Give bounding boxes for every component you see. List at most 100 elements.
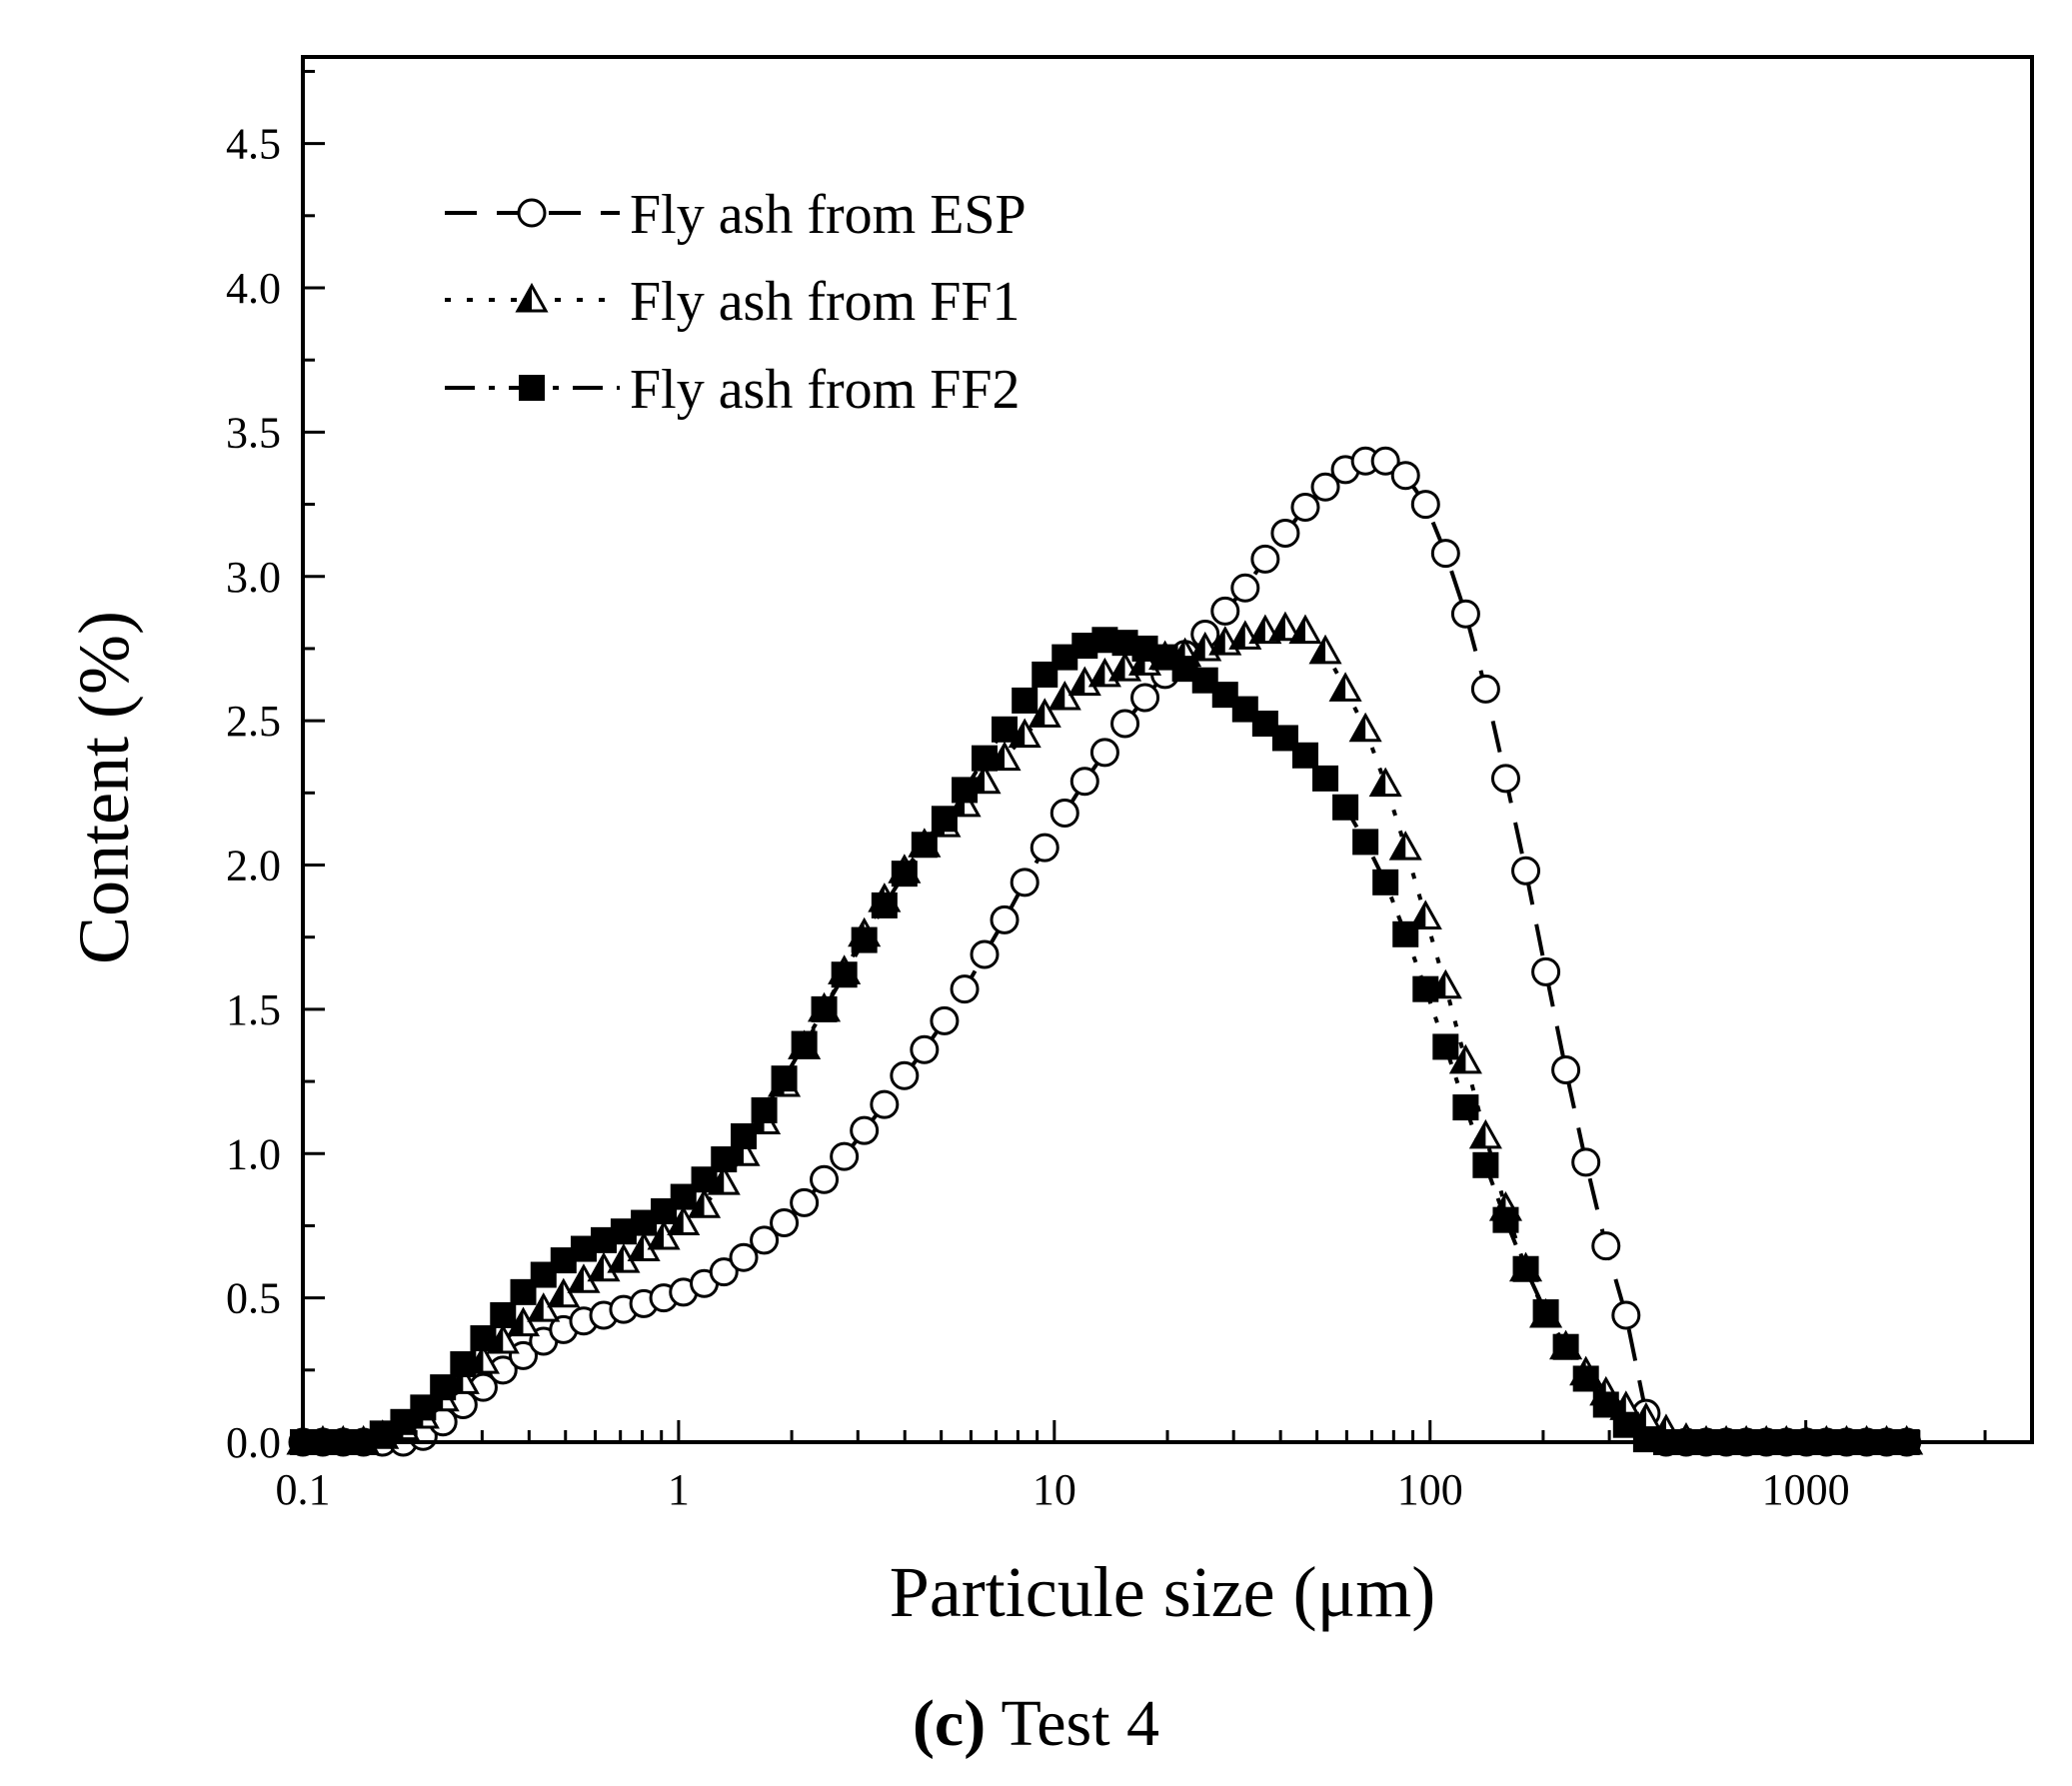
- data-point: [1290, 492, 1320, 522]
- data-point: [450, 1351, 477, 1378]
- data-point: [1328, 672, 1362, 702]
- data-point: [1392, 920, 1419, 947]
- data-point: [490, 1301, 517, 1328]
- data-point-fill: [1230, 623, 1245, 649]
- legend-entry-3: Fly ash from FF2: [445, 359, 1021, 421]
- data-point-fill: [1270, 614, 1285, 640]
- data-point-fill: [1391, 834, 1406, 860]
- data-point: [1049, 799, 1079, 829]
- data-point: [1210, 596, 1240, 626]
- x-axis-title: Particule size (μm): [890, 1552, 1435, 1632]
- data-point-fill: [569, 1266, 584, 1292]
- data-point: [850, 1115, 880, 1145]
- data-point: [1492, 1206, 1519, 1233]
- data-point: [1432, 1033, 1459, 1060]
- data-point: [1312, 765, 1339, 792]
- legend-entry-2: Fly ash from FF1: [445, 271, 1021, 333]
- data-point-fill: [1451, 1046, 1466, 1072]
- data-point: [1372, 869, 1399, 895]
- data-point: [791, 1030, 818, 1057]
- data-point: [1288, 614, 1322, 645]
- data-point: [1291, 742, 1318, 769]
- y-tick-label: 2.5: [226, 697, 281, 746]
- data-point: [1450, 599, 1480, 629]
- data-point: [711, 1146, 738, 1173]
- data-point-fill: [1070, 669, 1085, 695]
- data-point: [709, 1257, 739, 1287]
- data-point-fill: [1371, 770, 1386, 796]
- data-point: [1370, 446, 1400, 476]
- data-point: [970, 939, 1000, 969]
- data-point-fill: [609, 1246, 624, 1272]
- data-point: [1047, 680, 1081, 711]
- data-point: [1448, 1043, 1482, 1074]
- data-point: [751, 1096, 778, 1123]
- y-tick-label: 3.5: [226, 408, 281, 457]
- data-point-fill: [1110, 655, 1125, 681]
- legend-label: Fly ash from ESP: [630, 184, 1027, 246]
- data-point: [1552, 1333, 1579, 1360]
- data-point: [1028, 698, 1061, 728]
- y-tick-label: 2.0: [226, 842, 281, 891]
- x-tick-label: 1000: [1762, 1465, 1850, 1514]
- data-point-fill: [1250, 617, 1265, 643]
- legend-marker: [515, 282, 549, 313]
- y-tick-label: 1.0: [226, 1129, 281, 1178]
- y-tick-label: 0.5: [226, 1274, 281, 1323]
- data-point: [1352, 829, 1379, 856]
- data-point: [870, 1089, 900, 1119]
- data-point-fill: [1351, 715, 1366, 741]
- x-tick-label: 100: [1397, 1465, 1463, 1514]
- legend-marker: [517, 198, 547, 228]
- y-tick-label: 3.0: [226, 553, 281, 602]
- data-point: [1270, 518, 1300, 548]
- data-point: [911, 832, 938, 859]
- data-point: [1390, 461, 1420, 491]
- data-point: [891, 861, 918, 888]
- data-point: [1512, 1255, 1539, 1282]
- data-point: [729, 1242, 759, 1272]
- data-point: [527, 1292, 561, 1322]
- data-point: [1591, 1231, 1621, 1261]
- data-point: [1410, 490, 1440, 520]
- data-point: [790, 1187, 820, 1217]
- legend-entry-1: Fly ash from ESP: [445, 184, 1027, 246]
- data-point: [731, 1122, 758, 1149]
- x-tick-label: 10: [1033, 1465, 1076, 1514]
- data-point: [1532, 1299, 1559, 1326]
- legend-marker: [519, 375, 545, 401]
- data-point-fill: [690, 1191, 705, 1217]
- y-tick-label: 1.5: [226, 985, 281, 1034]
- data-point: [470, 1325, 497, 1352]
- data-point: [1110, 709, 1140, 739]
- data-point: [1468, 1118, 1502, 1149]
- y-tick-label: 4.0: [226, 264, 281, 313]
- data-point: [831, 961, 858, 988]
- legend: Fly ash from ESP Fly ash from FF1 Fly ash …: [445, 184, 1027, 421]
- data-point: [771, 1065, 798, 1092]
- data-point-fill: [1050, 684, 1065, 710]
- data-point: [1571, 1147, 1601, 1177]
- data-point: [1030, 833, 1059, 863]
- legend-label: Fly ash from FF1: [630, 271, 1021, 333]
- figure-caption: (c) Test 4: [0, 1684, 2072, 1764]
- data-point: [750, 1225, 780, 1255]
- y-tick-label: 4.5: [226, 120, 281, 169]
- data-point: [1452, 1094, 1479, 1121]
- data-point: [851, 926, 878, 953]
- data-point: [950, 974, 980, 1004]
- data-point: [1388, 831, 1422, 861]
- data-point: [1472, 1151, 1499, 1178]
- data-point: [1511, 856, 1541, 886]
- data-point: [687, 1188, 722, 1218]
- data-point: [1430, 539, 1460, 569]
- data-point: [830, 1141, 860, 1171]
- data-point-fill: [1290, 617, 1305, 643]
- data-point: [1368, 767, 1402, 798]
- data-point: [547, 1277, 581, 1308]
- data-point: [972, 745, 999, 772]
- data-point: [992, 716, 1019, 743]
- data-point: [1089, 738, 1119, 768]
- y-axis-title: Content (%): [64, 611, 144, 964]
